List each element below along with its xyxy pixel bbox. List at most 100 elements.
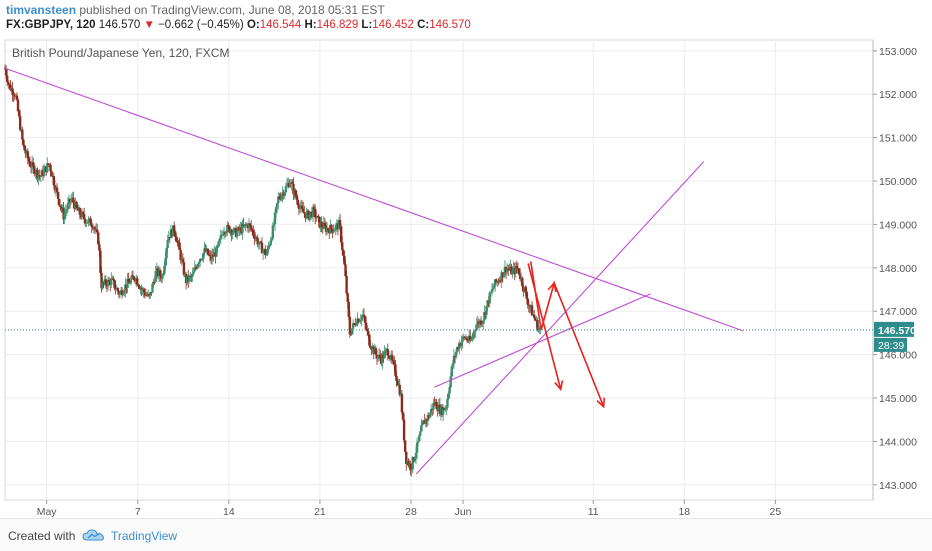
candle-body	[197, 262, 201, 264]
candle-body	[454, 351, 458, 357]
candle-body	[495, 279, 498, 283]
candle-body	[355, 324, 358, 326]
candle-body	[82, 214, 86, 220]
candle-body	[473, 331, 476, 333]
candle-body	[308, 214, 311, 220]
candle-body	[66, 203, 70, 210]
y-tick-label: 146.000	[879, 350, 917, 362]
candle-body	[502, 273, 506, 278]
candle-body	[256, 238, 259, 245]
candle-body	[257, 243, 260, 245]
candle-body	[400, 393, 404, 413]
candle-body	[383, 351, 386, 359]
candle-body	[398, 384, 401, 395]
candle-body	[251, 229, 254, 231]
candle-body	[26, 151, 29, 159]
candle-body	[273, 212, 277, 224]
tradingview-brand-link[interactable]: TradingView	[111, 529, 178, 543]
candle-body	[347, 301, 350, 317]
candle-body	[396, 380, 399, 386]
y-tick-label: 145.000	[879, 393, 917, 405]
candle-body	[241, 224, 244, 233]
projection-arrow[interactable]	[527, 263, 562, 390]
countdown-badge	[874, 337, 907, 352]
candle-body	[163, 265, 166, 274]
candle-body	[343, 255, 346, 265]
y-tick-label: 143.000	[879, 480, 917, 492]
candle-body	[320, 222, 323, 228]
candle-body	[460, 341, 463, 346]
candle-body	[219, 234, 223, 239]
candle-body	[358, 320, 361, 323]
candle-body	[338, 220, 342, 227]
x-tick-label: Jun	[455, 506, 472, 518]
candle-body	[4, 68, 8, 76]
candle-body	[349, 334, 353, 336]
candle-body	[326, 228, 330, 231]
candle-body	[274, 207, 278, 213]
tradingview-cloud-icon[interactable]	[82, 528, 106, 547]
candle-body	[344, 264, 347, 277]
y-tick-label: 151.000	[879, 133, 917, 145]
trendlines-layer[interactable]	[4, 67, 744, 475]
candle-body	[36, 169, 39, 179]
arrow-head[interactable]	[547, 281, 557, 293]
candle-body	[428, 413, 432, 418]
candle-body	[381, 354, 384, 364]
candle-body	[537, 328, 540, 331]
candle-body	[472, 332, 475, 338]
last-price-value: 146.570	[98, 19, 141, 31]
candles-layer	[3, 64, 542, 477]
candle-body	[90, 225, 93, 228]
candle-body	[302, 208, 305, 213]
candle-body	[295, 196, 298, 200]
published-text: published on TradingView.com, June 08, 2…	[76, 3, 385, 17]
chart-grid	[4, 39, 874, 501]
candle-body	[298, 207, 302, 209]
candle-body	[46, 163, 49, 173]
y-tick-label: 149.000	[879, 219, 917, 231]
arrow-head[interactable]	[554, 380, 564, 392]
candle-body	[101, 281, 104, 289]
symbol-label[interactable]: FX:GBPJPY, 120	[6, 19, 96, 31]
candle-body	[33, 165, 36, 174]
candle-body	[363, 316, 367, 323]
candle-body	[530, 305, 534, 316]
arrows-layer[interactable]	[527, 261, 606, 409]
candle-body	[192, 271, 195, 274]
candle-body	[414, 452, 418, 458]
candle-body	[289, 183, 292, 187]
candle-body	[369, 345, 372, 349]
footer: Created with TradingView	[0, 518, 932, 551]
candle-body	[525, 291, 528, 299]
candle-body	[228, 226, 231, 233]
candle-body	[446, 398, 449, 408]
candle-body	[122, 293, 125, 296]
candle-body	[142, 289, 146, 293]
candle-body	[42, 169, 46, 176]
candle-body	[175, 236, 178, 242]
candle-body	[193, 267, 196, 272]
candle-body	[461, 336, 464, 342]
trendline[interactable]	[4, 67, 744, 332]
candle-body	[172, 225, 176, 232]
candle-body	[222, 232, 226, 235]
candle-body	[359, 320, 362, 322]
candle-body	[329, 224, 332, 234]
candle-body	[362, 314, 366, 317]
candle-body	[458, 343, 461, 349]
trendline[interactable]	[434, 293, 651, 388]
author-link[interactable]: timvansteen	[6, 3, 77, 17]
candle-body	[55, 187, 59, 192]
x-tick-label: 21	[314, 506, 326, 518]
candle-body	[505, 268, 509, 273]
arrow-head[interactable]	[596, 397, 606, 409]
candle-body	[132, 276, 136, 280]
trendline[interactable]	[415, 161, 705, 475]
candle-body	[58, 199, 61, 206]
projection-arrow[interactable]	[529, 261, 605, 407]
price-chart[interactable]: British Pound/Japanese Yen, 120, FXCM 14…	[0, 0, 932, 518]
candle-body	[429, 408, 433, 414]
candle-body	[174, 231, 177, 237]
candle-body	[480, 323, 484, 325]
